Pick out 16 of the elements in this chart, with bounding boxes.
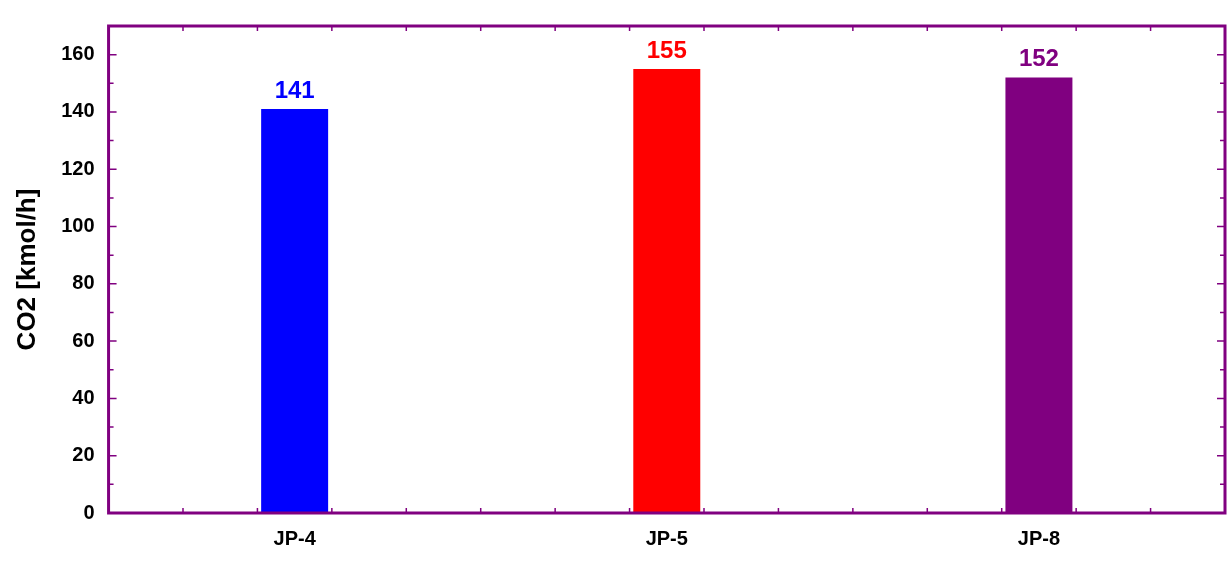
data-label: 152 <box>1018 44 1059 72</box>
data-label: 155 <box>646 35 687 63</box>
x-tick-label: JP-5 <box>645 526 688 549</box>
y-tick-label: 60 <box>72 328 95 351</box>
y-tick-label: 160 <box>61 42 95 65</box>
y-tick-label: 100 <box>61 214 95 237</box>
x-tick-label: JP-8 <box>1017 526 1061 549</box>
y-tick-label: 120 <box>61 156 95 179</box>
x-tick-label: JP-4 <box>273 526 317 549</box>
y-tick-label: 80 <box>72 271 95 294</box>
y-tick-label: 40 <box>72 385 95 408</box>
y-tick-label: 140 <box>61 99 95 122</box>
y-tick-label: 20 <box>72 443 95 466</box>
y-tick-label: 0 <box>83 500 95 523</box>
y-axis-title: CO2 [kmol/h] <box>10 188 41 351</box>
data-label: 141 <box>274 75 315 103</box>
